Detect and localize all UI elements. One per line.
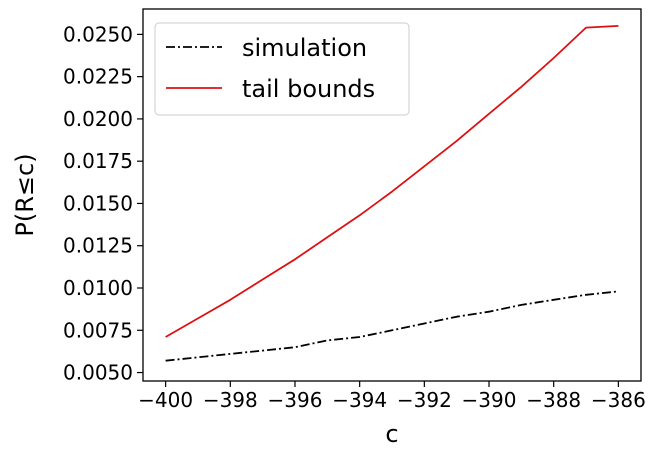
y-tick-label: 0.0050 — [63, 361, 133, 385]
plot-content — [165, 25, 619, 362]
x-tick-label: −400 — [138, 388, 193, 412]
y-tick-label: 0.0225 — [63, 65, 133, 89]
y-tick-label: 0.0100 — [63, 276, 133, 300]
legend-label-simulation: simulation — [242, 34, 367, 62]
legend-label-tail-bounds: tail bounds — [242, 75, 375, 103]
plot-frame — [142, 8, 642, 382]
x-tick-label: −396 — [268, 388, 323, 412]
x-tick-label: −398 — [203, 388, 258, 412]
y-tick-label: 0.0075 — [63, 318, 133, 342]
y-axis-title: P(R≤c) — [11, 153, 39, 236]
y-tick-label: 0.0200 — [63, 107, 133, 131]
x-tick-label: −386 — [591, 388, 646, 412]
legend: simulation tail bounds — [154, 22, 410, 116]
series-line-tail-bounds — [165, 25, 619, 338]
y-tick-label: 0.0175 — [63, 149, 133, 173]
x-axis-title: c — [385, 420, 398, 448]
y-tick-label: 0.0150 — [63, 191, 133, 215]
x-axis: −400 −398 −396 −394 −392 −390 −388 −386 — [138, 381, 646, 412]
x-tick-label: −390 — [462, 388, 517, 412]
series-line-simulation — [165, 290, 619, 362]
x-tick-label: −394 — [332, 388, 387, 412]
legend-box — [154, 22, 410, 116]
y-tick-label: 0.0125 — [63, 234, 133, 258]
y-axis: 0.0050 0.0075 0.0100 0.0125 0.0150 0.0175 0.02… — [63, 22, 143, 385]
x-tick-label: −388 — [526, 388, 581, 412]
y-tick-label: 0.0250 — [63, 22, 133, 46]
x-tick-label: −392 — [397, 388, 452, 412]
